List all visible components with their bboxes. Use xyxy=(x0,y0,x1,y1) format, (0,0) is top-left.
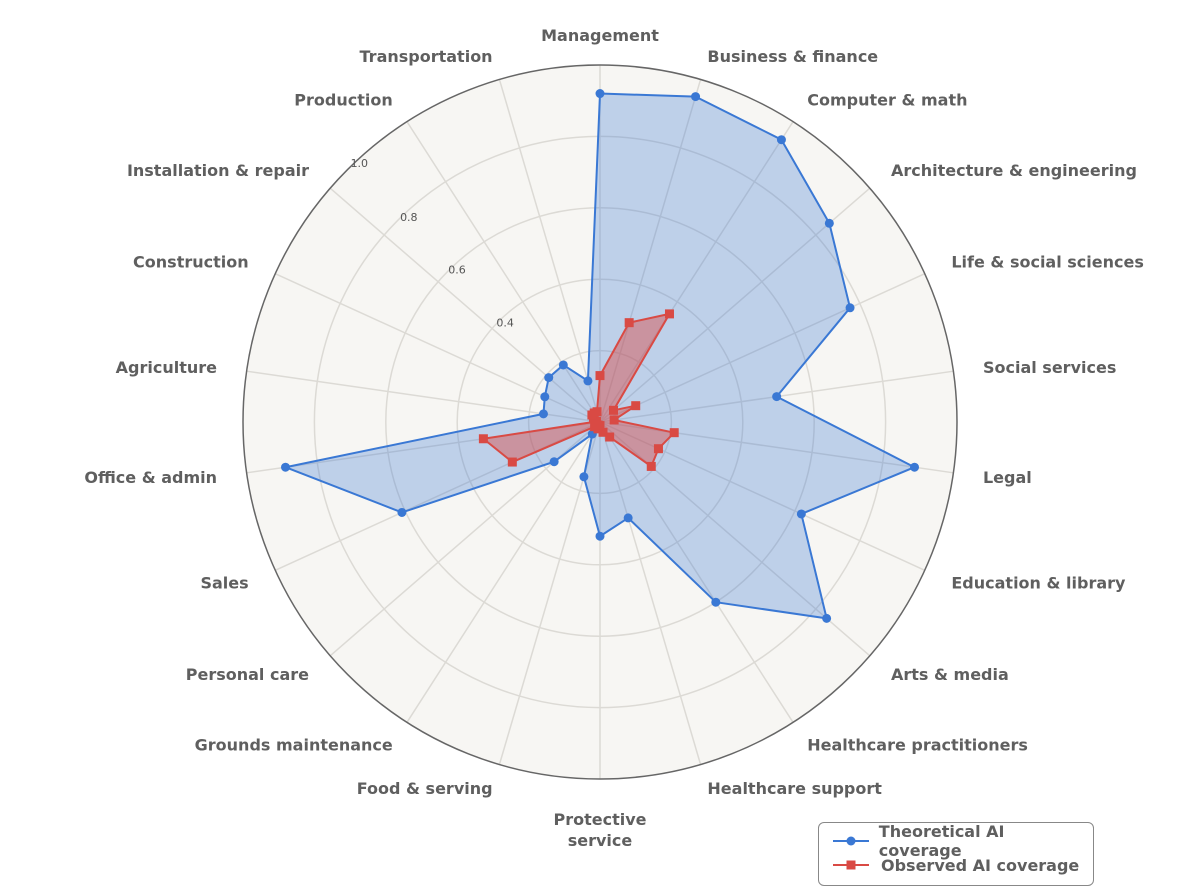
category-label: Business & finance xyxy=(707,47,878,66)
category-label: Legal xyxy=(983,468,1032,487)
grid-spoke xyxy=(599,421,954,474)
category-label: Construction xyxy=(133,253,249,272)
category-label: Agriculture xyxy=(116,358,218,377)
data-point xyxy=(583,376,593,386)
tick-label: 0.6 xyxy=(448,264,466,277)
tick-label: 1.0 xyxy=(351,157,369,170)
legend-label: Theoretical AI coverage xyxy=(878,822,1005,860)
category-labels: Management Business & finance Computer & m… xyxy=(84,26,1144,850)
data-point xyxy=(478,434,488,444)
data-point xyxy=(397,507,407,517)
data-point xyxy=(595,89,605,99)
data-point xyxy=(669,428,679,438)
data-point xyxy=(595,371,605,381)
data-point xyxy=(281,462,291,472)
legend-item-observed: Observed AI coverage xyxy=(831,853,1081,877)
data-point xyxy=(540,392,550,402)
category-label: Food & serving xyxy=(357,779,493,798)
data-point xyxy=(711,597,721,607)
category-label: Arts & media xyxy=(891,665,1009,684)
category-label: Life & social sciences xyxy=(951,253,1144,272)
category-label: Production xyxy=(294,91,392,110)
data-point xyxy=(608,405,618,415)
data-point xyxy=(590,422,600,432)
circle-marker-icon xyxy=(833,836,869,846)
category-label: Healthcare support xyxy=(707,779,882,798)
category-label: Grounds maintenance xyxy=(195,735,393,754)
data-point xyxy=(664,309,674,319)
category-label: Architecture & engineering xyxy=(891,161,1137,180)
data-point xyxy=(623,513,633,523)
tick-label: 0.8 xyxy=(400,211,418,224)
grid-spoke xyxy=(329,187,601,423)
square-marker-icon xyxy=(833,860,869,870)
grid-spoke xyxy=(599,421,794,723)
grid-spoke xyxy=(406,121,601,423)
grid-spoke xyxy=(406,421,601,723)
data-point xyxy=(776,135,786,145)
tick-label: 0.4 xyxy=(496,316,514,329)
data-point xyxy=(845,303,855,313)
data-point xyxy=(653,444,663,454)
data-point xyxy=(549,457,559,467)
category-label: Computer & math xyxy=(807,91,967,110)
tick-labels: 0.4 0.6 0.8 1.0 xyxy=(351,157,514,330)
data-point xyxy=(824,218,834,228)
data-point xyxy=(592,407,602,417)
data-point xyxy=(609,415,619,425)
data-point xyxy=(624,318,634,328)
data-point xyxy=(598,427,608,437)
category-label: Sales xyxy=(200,573,248,592)
category-label: Office & admin xyxy=(84,468,217,487)
legend: Theoretical AI coverage Observed AI cove… xyxy=(818,822,1094,886)
category-label: Protective service xyxy=(553,810,646,850)
data-point xyxy=(631,401,641,411)
category-label: Healthcare practitioners xyxy=(807,735,1028,754)
outer-ring xyxy=(242,64,958,780)
category-label: Installation & repair xyxy=(127,161,309,180)
legend-label: Observed AI coverage xyxy=(881,855,1080,875)
data-point xyxy=(772,392,782,402)
grid-spoke xyxy=(599,121,794,423)
data-point xyxy=(558,360,568,370)
data-point xyxy=(909,462,919,472)
data-point xyxy=(544,373,554,383)
data-point xyxy=(579,472,589,482)
grid-spoke xyxy=(498,79,601,423)
data-point xyxy=(507,457,517,467)
category-label: Education & library xyxy=(951,573,1126,592)
legend-item-theoretical: Theoretical AI coverage xyxy=(831,822,1081,860)
data-point xyxy=(822,613,832,623)
grid-spoke xyxy=(599,79,702,423)
grid-spoke xyxy=(599,421,702,765)
category-label: Management xyxy=(541,26,659,45)
category-label: Transportation xyxy=(360,47,493,66)
grid-spoke xyxy=(599,187,871,423)
grid-spoke xyxy=(599,273,926,423)
data-point xyxy=(646,461,656,471)
data-point xyxy=(691,92,701,102)
category-label: Personal care xyxy=(186,665,309,684)
data-point xyxy=(595,531,605,541)
data-point xyxy=(538,409,548,419)
data-point xyxy=(605,432,615,442)
data-point xyxy=(796,509,806,519)
category-label: Social services xyxy=(983,358,1116,377)
series xyxy=(281,89,919,623)
